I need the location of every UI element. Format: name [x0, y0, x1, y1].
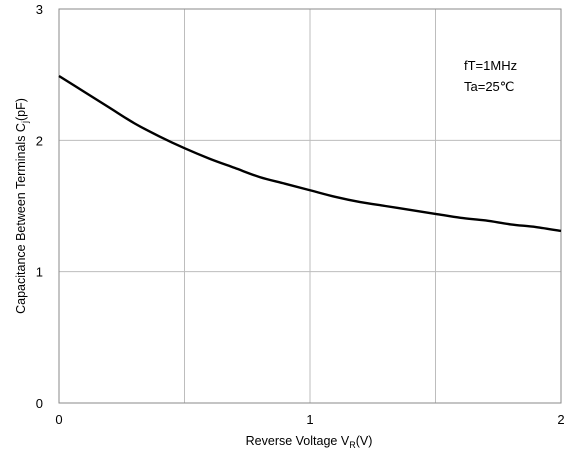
x-axis-title: Reverse Voltage VR(V) [246, 434, 373, 450]
gridlines [59, 9, 561, 403]
plot-area-frame [58, 8, 562, 404]
y-axis-title-subscript: j [20, 121, 30, 124]
y-tick-label: 3 [36, 2, 43, 17]
y-axis-title: Capacitance Between Terminals Cj(pF) [14, 98, 30, 314]
y-axis-title-main: Capacitance Between Terminals C [14, 123, 28, 314]
x-tick-label: 1 [306, 412, 313, 427]
x-axis-title-main: Reverse Voltage V [246, 434, 350, 448]
tick-labels: 0 1 2 0 1 2 3 [36, 2, 565, 427]
y-axis-title-unit: (pF) [14, 98, 28, 121]
x-axis-title-unit: (V) [356, 434, 373, 448]
series-line [58, 74, 562, 233]
annotation-frequency: fT=1MHz [464, 58, 517, 73]
y-tick-label: 1 [36, 265, 43, 280]
annotation-temperature: Ta=25℃ [464, 79, 514, 94]
y-tick-label: 0 [36, 396, 43, 411]
x-tick-label: 0 [55, 412, 62, 427]
x-tick-label: 2 [557, 412, 564, 427]
y-tick-label: 2 [36, 133, 43, 148]
x-axis-title-subscript: R [349, 440, 356, 450]
